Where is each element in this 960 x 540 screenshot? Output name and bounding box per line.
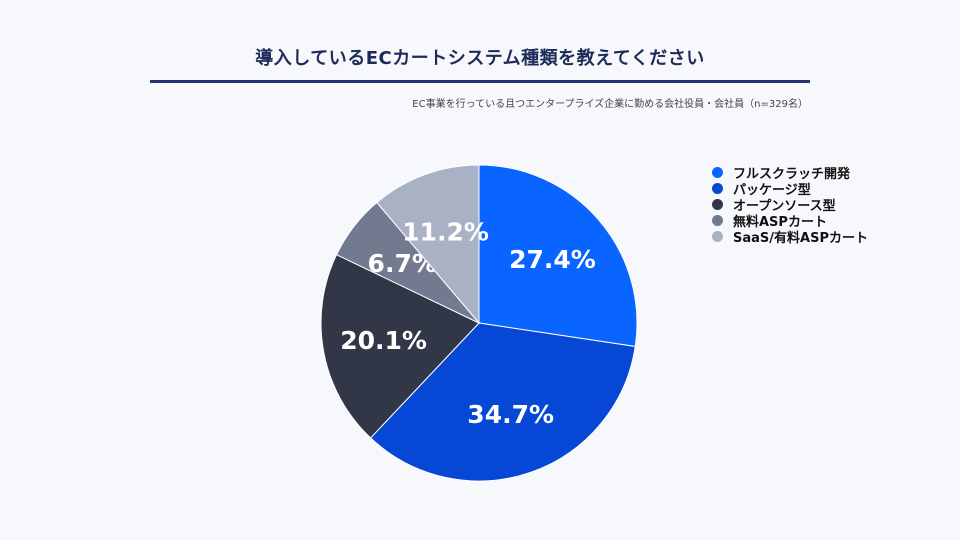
legend-item-0: フルスクラッチ開発: [712, 164, 868, 182]
slice-value-label-4: 11.2%: [402, 217, 489, 246]
legend-swatch: [712, 230, 723, 242]
chart-legend: フルスクラッチ開発 パッケージ型 オープンソース型 無料ASPカート SaaS/有料AS…: [712, 164, 868, 246]
legend-label: SaaS/有料ASPカート: [733, 230, 868, 246]
chart-title: 導入しているECカートシステム種類を教えてください: [255, 48, 705, 69]
legend-swatch: [712, 182, 723, 194]
legend-label: オープンソース型: [733, 198, 836, 214]
legend-item-2: オープンソース型: [712, 196, 868, 214]
legend-swatch: [712, 198, 723, 210]
pie-slice-0: [478, 164, 638, 348]
pie-slice-4: [376, 164, 480, 325]
legend-swatch: [712, 214, 723, 226]
slice-value-label-1: 34.7%: [467, 400, 554, 429]
legend-item-1: パッケージ型: [712, 180, 868, 198]
title-underline: [150, 80, 810, 83]
slice-value-label-0: 27.4%: [509, 245, 596, 274]
legend-swatch: [712, 166, 723, 178]
legend-label: 無料ASPカート: [733, 214, 827, 230]
legend-item-3: 無料ASPカート: [712, 212, 868, 230]
slice-value-label-2: 20.1%: [340, 326, 427, 355]
legend-label: フルスクラッチ開発: [733, 166, 851, 182]
legend-item-4: SaaS/有料ASPカート: [712, 228, 868, 246]
chart-subtitle: EC事業を行っている且つエンタープライズ企業に勤める会社役員・会社員（n=329…: [412, 99, 808, 110]
pie-slice-1: [369, 322, 636, 482]
legend-label: パッケージ型: [733, 182, 811, 198]
pie-slice-2: [320, 254, 480, 439]
